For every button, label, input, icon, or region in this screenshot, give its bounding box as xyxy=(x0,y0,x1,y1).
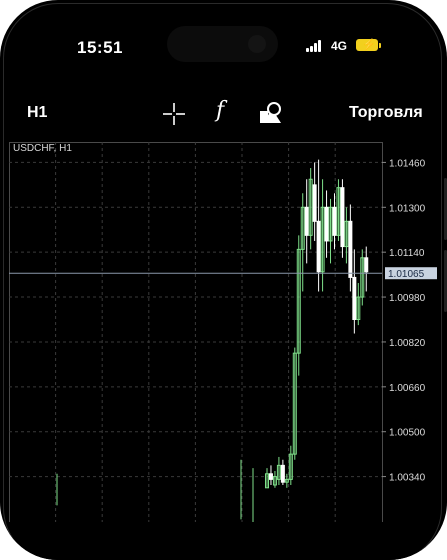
battery-tip xyxy=(379,43,381,48)
candle-body xyxy=(292,352,297,455)
price-tick-label: 1.00980 xyxy=(389,293,426,304)
candle-body xyxy=(340,187,345,248)
candle-body xyxy=(280,464,285,483)
price-tick-label: 1.00500 xyxy=(389,428,426,439)
price-tick-label: 1.01140 xyxy=(389,248,425,259)
price-tick-label: 1.00660 xyxy=(389,383,426,394)
candle-body xyxy=(272,476,277,486)
candle-body xyxy=(276,464,281,480)
candle-body xyxy=(304,206,309,236)
price-tick-label: 1.01460 xyxy=(389,158,426,169)
status-time: 15:51 xyxy=(77,38,123,57)
candle-body xyxy=(320,206,325,273)
candle-body xyxy=(356,296,361,321)
crosshair-icon[interactable] xyxy=(162,102,186,126)
candle-body xyxy=(360,257,365,298)
side-button-lower xyxy=(444,250,447,312)
candle-body xyxy=(352,276,357,320)
candle-body xyxy=(316,220,321,273)
side-button xyxy=(444,178,447,240)
battery-charging-icon: ⚡ xyxy=(356,39,378,51)
screen xyxy=(3,3,442,560)
price-tick-label: 1.00820 xyxy=(389,338,426,349)
candle-body xyxy=(288,453,293,480)
candle-body xyxy=(324,206,329,242)
indicators-button[interactable]: f xyxy=(216,98,225,123)
candle-body xyxy=(336,187,341,236)
price-chart[interactable]: 1.01460 1.01300 1.01140 1.00980 1.00820 1.006… xyxy=(9,142,440,522)
camera-icon xyxy=(248,35,266,53)
current-price-badge xyxy=(385,267,437,280)
symbol-label: USDCHF, H1 xyxy=(13,143,72,154)
objects-icon[interactable] xyxy=(259,101,285,125)
candle-body xyxy=(296,248,301,354)
candle-body xyxy=(312,184,317,222)
current-price-label: 1.01065 xyxy=(388,269,425,280)
price-tick-label: 1.01300 xyxy=(389,203,426,214)
network-type: 4G xyxy=(331,39,348,53)
candle-body xyxy=(265,473,269,489)
candle-body xyxy=(268,473,273,480)
price-tick-label: 1.00340 xyxy=(389,473,426,484)
candle-body xyxy=(364,257,369,273)
signal-bars-icon xyxy=(306,40,326,52)
candle-body xyxy=(328,206,333,242)
candle-body xyxy=(332,206,337,236)
dynamic-island xyxy=(167,26,278,62)
chart-toolbar: H1 f Торговля xyxy=(0,96,447,132)
chart-frame xyxy=(9,142,383,522)
trade-button[interactable]: Торговля xyxy=(349,104,423,121)
candle-body xyxy=(344,220,349,248)
candle-body xyxy=(300,206,305,250)
timeframe-button[interactable]: H1 xyxy=(27,104,48,121)
candle-body xyxy=(348,220,353,278)
candle-body xyxy=(284,478,289,483)
candle-body xyxy=(308,178,313,236)
